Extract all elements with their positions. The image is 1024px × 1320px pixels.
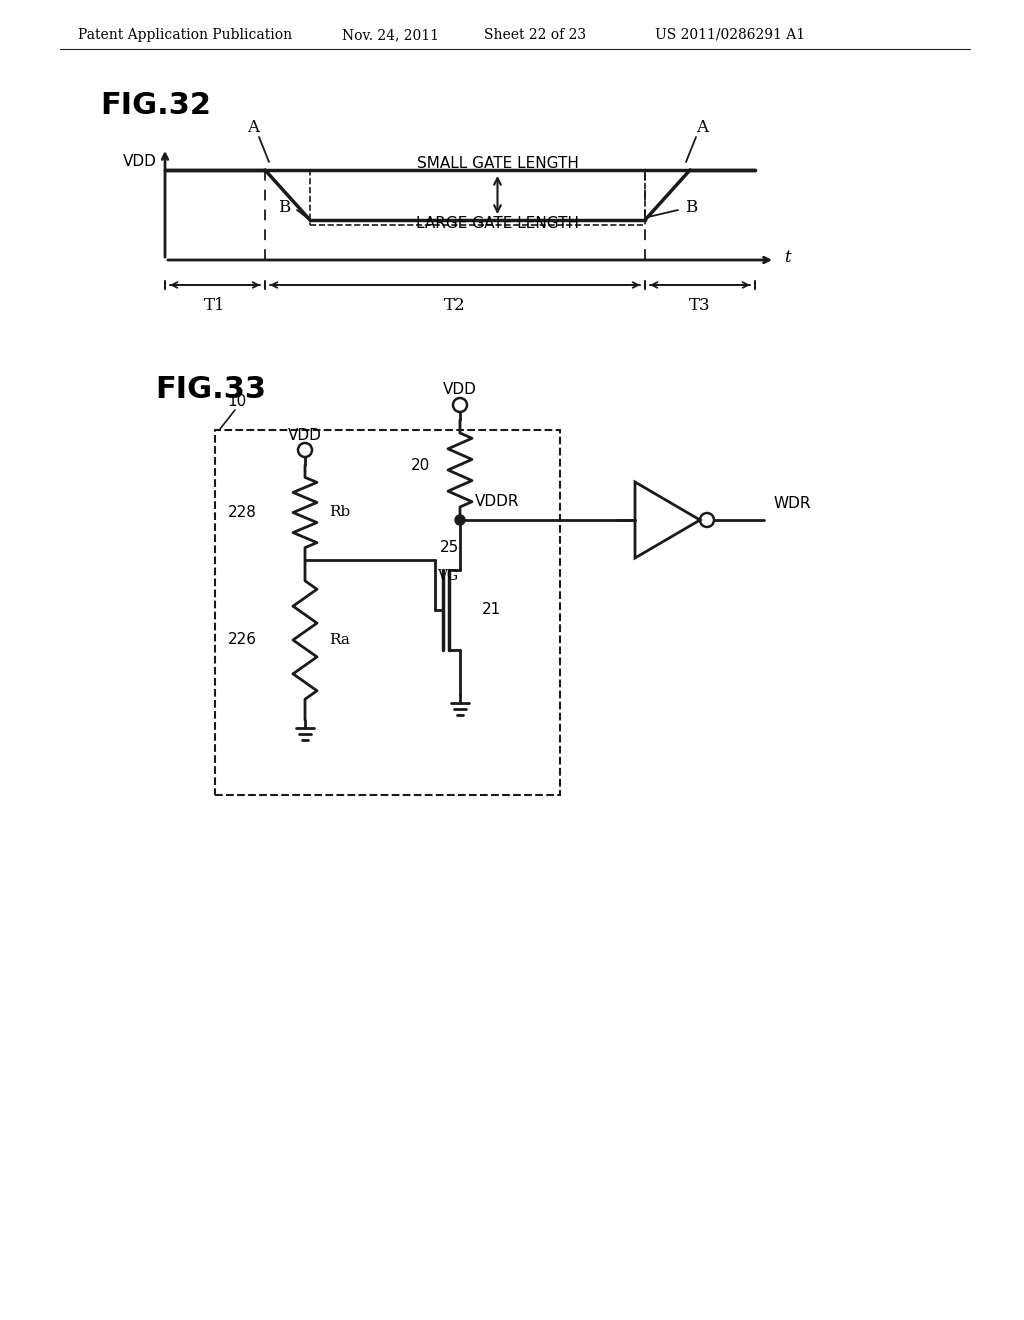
Text: 226: 226 xyxy=(228,632,257,648)
Text: 21: 21 xyxy=(482,602,502,618)
Text: 20: 20 xyxy=(411,458,430,473)
Bar xyxy=(310,170,645,224)
Text: T2: T2 xyxy=(444,297,466,314)
Text: A: A xyxy=(696,120,708,136)
Text: T1: T1 xyxy=(204,297,226,314)
Text: t: t xyxy=(783,249,791,267)
Text: Nov. 24, 2011: Nov. 24, 2011 xyxy=(341,28,438,42)
Text: FIG.32: FIG.32 xyxy=(100,91,211,120)
Text: 228: 228 xyxy=(228,506,257,520)
Text: SMALL GATE LENGTH: SMALL GATE LENGTH xyxy=(417,156,579,170)
Text: B: B xyxy=(685,199,697,216)
Text: B: B xyxy=(278,199,290,216)
Text: Rb: Rb xyxy=(329,506,350,520)
Text: VDD: VDD xyxy=(123,154,157,169)
Text: 25: 25 xyxy=(440,540,459,556)
Text: WDR: WDR xyxy=(774,496,811,511)
Bar xyxy=(215,430,560,795)
Text: 10: 10 xyxy=(227,395,246,409)
Text: VDDR: VDDR xyxy=(475,495,519,510)
Text: Ra: Ra xyxy=(329,634,350,647)
Text: Patent Application Publication: Patent Application Publication xyxy=(78,28,292,42)
Text: LARGE GATE LENGTH: LARGE GATE LENGTH xyxy=(416,215,579,231)
Text: Sheet 22 of 23: Sheet 22 of 23 xyxy=(484,28,586,42)
Text: US 2011/0286291 A1: US 2011/0286291 A1 xyxy=(655,28,805,42)
Text: VDD: VDD xyxy=(288,428,322,442)
Text: VDD: VDD xyxy=(443,383,477,397)
Text: A: A xyxy=(247,120,259,136)
Text: FIG.33: FIG.33 xyxy=(155,375,266,404)
Text: VG: VG xyxy=(437,569,458,583)
Circle shape xyxy=(455,515,465,525)
Text: T3: T3 xyxy=(689,297,711,314)
